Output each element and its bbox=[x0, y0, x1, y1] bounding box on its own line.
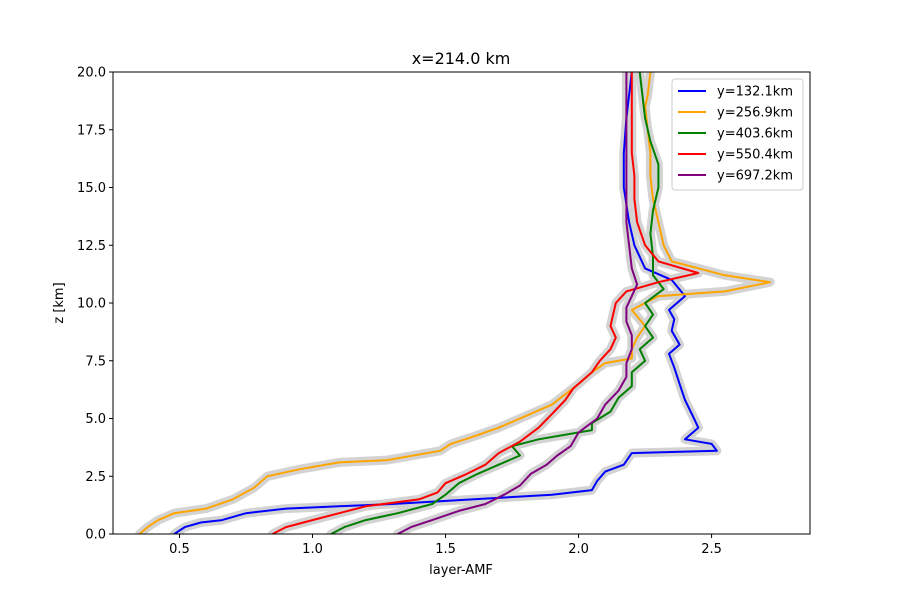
legend-label: y=256.9km bbox=[717, 106, 793, 121]
legend-label: y=550.4km bbox=[717, 148, 793, 163]
legend-label: y=403.6km bbox=[717, 127, 793, 142]
legend-box bbox=[671, 78, 804, 191]
x-tick-label: 1.5 bbox=[435, 542, 456, 557]
series-line-4 bbox=[272, 72, 700, 534]
y-tick-label: 0.0 bbox=[85, 528, 106, 543]
y-tick-label: 17.5 bbox=[77, 123, 106, 138]
y-axis-label: z [km] bbox=[52, 282, 67, 323]
y-axis: 0.0 2.5 5.0 7.5 10.0 12.5 15.0 17.5 20.0 bbox=[77, 66, 113, 543]
x-axis-label: layer-AMF bbox=[429, 563, 493, 578]
x-axis: 0.5 1.0 1.5 2.0 2.5 bbox=[169, 534, 722, 557]
y-tick-label: 7.5 bbox=[85, 354, 106, 369]
legend: y=132.1km y=256.9km y=403.6km y=550.4km y=69… bbox=[671, 78, 804, 191]
y-tick-label: 12.5 bbox=[77, 239, 106, 254]
y-tick-label: 5.0 bbox=[85, 412, 106, 427]
x-tick-label: 1.0 bbox=[302, 542, 323, 557]
y-tick-label: 15.0 bbox=[77, 181, 106, 196]
y-tick-label: 10.0 bbox=[77, 297, 106, 312]
chart-title: x=214.0 km bbox=[412, 49, 511, 68]
legend-label: y=132.1km bbox=[717, 85, 793, 100]
series-line-5 bbox=[397, 72, 639, 534]
series-line-3 bbox=[330, 72, 665, 534]
plot-content bbox=[135, 72, 775, 534]
legend-label: y=697.2km bbox=[717, 169, 793, 184]
x-tick-label: 2.0 bbox=[568, 542, 589, 557]
series-line-1 bbox=[173, 72, 718, 534]
y-tick-label: 2.5 bbox=[85, 470, 106, 485]
x-tick-label: 0.5 bbox=[169, 542, 190, 557]
x-tick-label: 2.5 bbox=[701, 542, 722, 557]
y-tick-label: 20.0 bbox=[77, 66, 106, 81]
